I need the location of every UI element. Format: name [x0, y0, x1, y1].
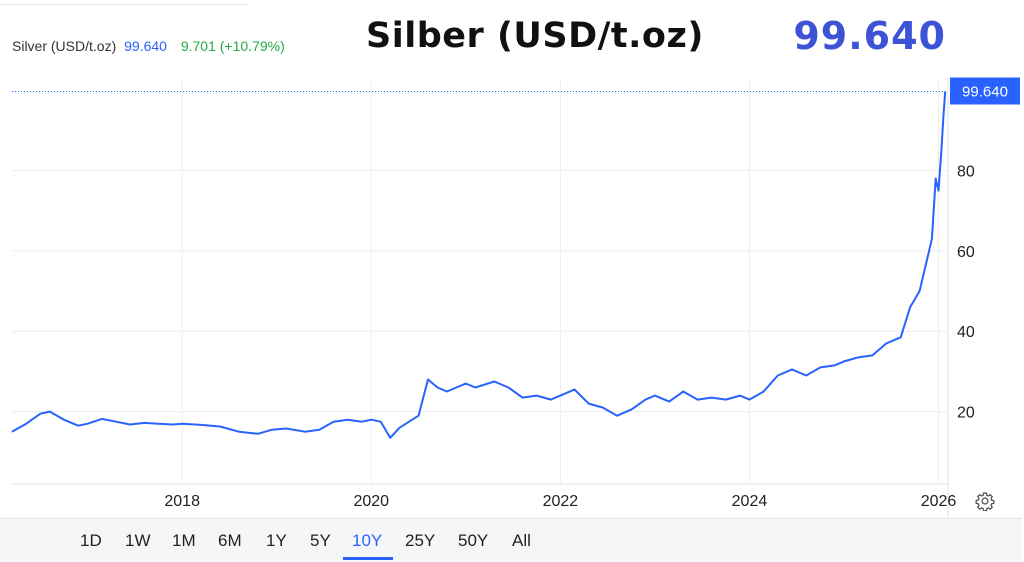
legend-price: 99.640	[124, 38, 167, 54]
range-button-1m[interactable]: 1M	[172, 531, 196, 550]
x-tick-label: 2020	[353, 493, 389, 510]
price-tag-layer: 99.640	[12, 77, 1020, 105]
range-button-6m[interactable]: 6M	[218, 531, 242, 550]
x-tick-label: 2024	[732, 493, 768, 510]
last-price-tag	[950, 77, 1020, 105]
top-divider	[0, 4, 248, 5]
axis-ticks: 20 40 60 80 2018 2020 2022 2024 2026	[164, 163, 975, 510]
range-button-1y[interactable]: 1Y	[266, 531, 287, 550]
legend-symbol: Silver (USD/t.oz)	[12, 38, 117, 54]
y-tick-label: 20	[957, 405, 975, 422]
range-button-50y[interactable]: 50Y	[458, 531, 489, 550]
chart-legend: Silver (USD/t.oz) 99.640 9.701 (+10.79%)	[12, 38, 285, 54]
range-button-10y[interactable]: 10Y	[352, 531, 383, 550]
range-button-1w[interactable]: 1W	[125, 531, 151, 550]
headline-price: 99.640	[793, 14, 946, 58]
price-chart[interactable]: 20 40 60 80 2018 2020 2022 2024 2026 99.640	[0, 0, 1024, 518]
series-line	[11, 91, 947, 439]
range-button-25y[interactable]: 25Y	[405, 531, 436, 550]
range-selector: 1D 1W 1M 6M 1Y 5Y 10Y 25Y 50Y All	[0, 518, 1022, 562]
y-tick-label: 60	[957, 244, 975, 261]
headline-title: Silber (USD/t.oz)	[366, 16, 704, 56]
gear-icon[interactable]	[975, 491, 995, 512]
y-tick-label: 80	[957, 163, 975, 180]
x-tick-label: 2018	[164, 493, 200, 510]
range-button-1d[interactable]: 1D	[80, 531, 102, 550]
grid-lines	[12, 78, 948, 484]
x-tick-label: 2022	[543, 493, 579, 510]
range-button-all[interactable]: All	[512, 531, 531, 550]
y-tick-label: 40	[957, 324, 975, 341]
range-button-5y[interactable]: 5Y	[310, 531, 331, 550]
last-price-tag-label: 99.640	[962, 84, 1008, 101]
active-range-underline	[343, 557, 393, 560]
legend-change: 9.701 (+10.79%)	[180, 38, 285, 54]
series-layer	[11, 91, 947, 439]
x-tick-label: 2026	[921, 493, 957, 510]
